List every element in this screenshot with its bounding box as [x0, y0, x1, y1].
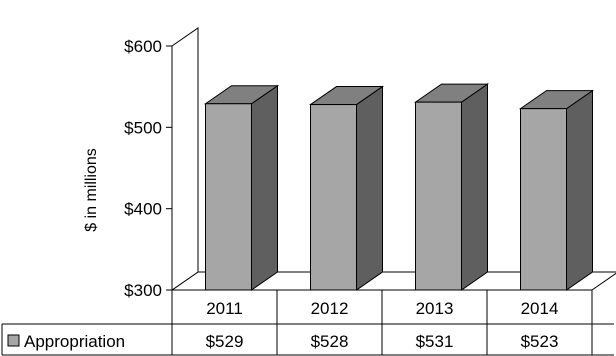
bars [203, 83, 595, 291]
data-label: $523 [521, 332, 559, 351]
x-tick-label: 2011 [206, 299, 243, 318]
y-tick-label: $400 [124, 200, 162, 219]
data-table: 2011 2012 2013 2014 Appropriation $529 $528 $53… [1, 290, 614, 356]
legend-swatch [7, 334, 20, 347]
y-axis-label: $ in millions [83, 148, 100, 232]
series-label: Appropriation [24, 332, 125, 351]
y-tick-label: $500 [124, 118, 162, 137]
data-label: $531 [416, 332, 454, 351]
y-tick-label: $600 [124, 37, 162, 56]
bar-side [461, 83, 488, 291]
x-tick-label: 2012 [311, 299, 349, 318]
chart-side-wall [171, 27, 199, 291]
bar [205, 103, 252, 291]
chart-walls [170, 27, 616, 291]
bar [520, 108, 567, 291]
x-tick-label: 2013 [416, 299, 454, 318]
bar-side [251, 84, 278, 291]
y-axis: $300 $400 $500 $600 [124, 37, 172, 300]
x-tick-label: 2014 [521, 299, 559, 318]
bar-side [566, 89, 593, 291]
bar-side [356, 85, 383, 291]
bar [415, 101, 462, 291]
data-label: $528 [311, 332, 349, 351]
data-label: $529 [206, 332, 244, 351]
y-tick-label: $300 [124, 281, 162, 300]
bar [310, 104, 357, 291]
